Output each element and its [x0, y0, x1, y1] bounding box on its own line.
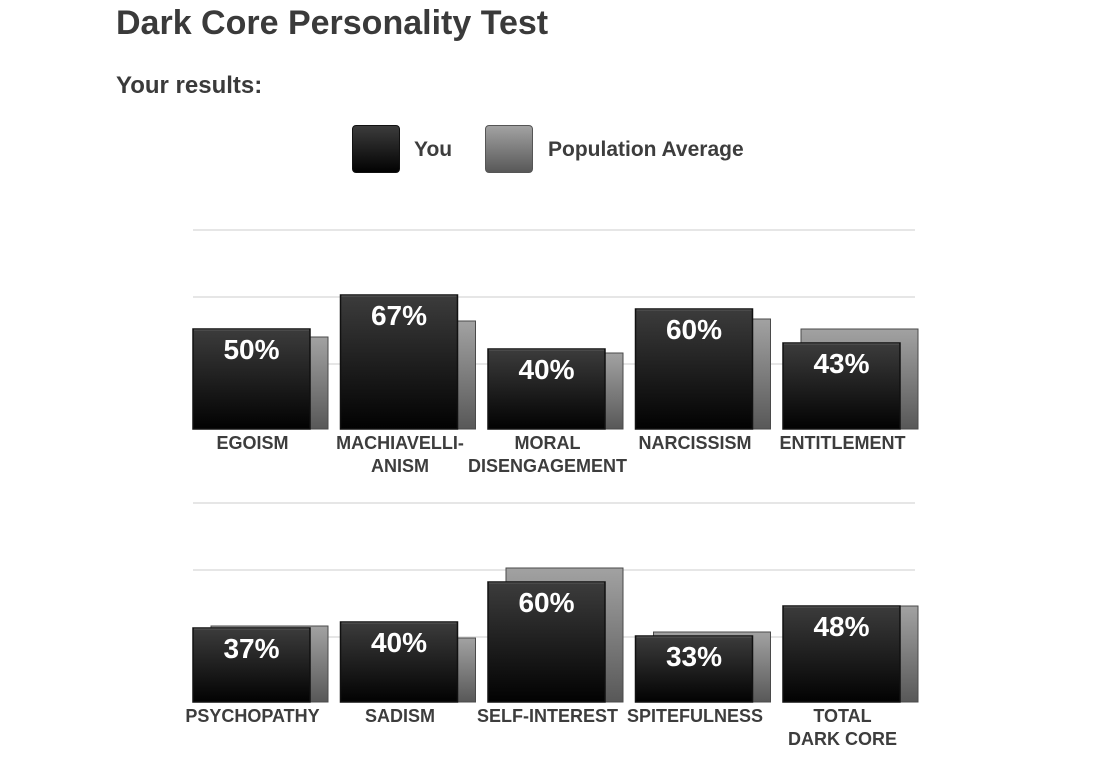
category-label: SADISM: [365, 706, 435, 726]
category-label: ANISM: [371, 456, 429, 476]
category-label: MORAL: [515, 433, 581, 453]
category-label: MACHIAVELLI-: [336, 433, 464, 453]
category-label: ENTITLEMENT: [780, 433, 906, 453]
data-label: 48%: [813, 611, 869, 642]
legend-label-you: You: [414, 138, 453, 161]
data-label: 43%: [813, 348, 869, 379]
bar-you: [487, 348, 606, 430]
data-label: 37%: [223, 633, 279, 664]
bar-you: [782, 605, 901, 703]
page-title: Dark Core Personality Test: [116, 4, 549, 42]
chart-legend: You Population Average: [0, 125, 1106, 175]
bar-you: [634, 635, 754, 703]
data-label: 67%: [371, 300, 427, 331]
chart-lower: 37% PSYCHOPATHY 40% SADISM 60% SELF-INTEREST 3…: [185, 502, 919, 749]
legend-swatch-you: [352, 125, 400, 173]
chart-upper: 50% EGOISM 67% MACHIAVELLI- ANISM 40% MORAL DIS…: [192, 229, 919, 476]
category-label: DISENGAGEMENT: [468, 456, 627, 476]
category-label: TOTAL: [813, 706, 871, 726]
data-label: 40%: [518, 354, 574, 385]
data-label: 40%: [371, 627, 427, 658]
results-heading: Your results:: [116, 72, 263, 99]
category-label: PSYCHOPATHY: [185, 706, 319, 726]
bar-you: [339, 621, 459, 703]
data-label: 50%: [223, 334, 279, 365]
category-label: SELF-INTEREST: [477, 706, 618, 726]
legend-swatch-population: [485, 125, 533, 173]
bar-you: [782, 342, 901, 430]
legend-label-population: Population Average: [548, 138, 744, 161]
bar-you: [192, 328, 311, 430]
bar-you: [487, 581, 606, 703]
bar-you: [339, 294, 459, 430]
category-label: DARK CORE: [788, 729, 897, 749]
bar-you: [192, 627, 311, 703]
data-label: 60%: [666, 314, 722, 345]
data-label: 60%: [518, 587, 574, 618]
category-label: EGOISM: [216, 433, 288, 453]
category-label: NARCISSISM: [638, 433, 751, 453]
data-label: 33%: [666, 641, 722, 672]
category-label: SPITEFULNESS: [627, 706, 763, 726]
bar-you: [634, 308, 754, 430]
